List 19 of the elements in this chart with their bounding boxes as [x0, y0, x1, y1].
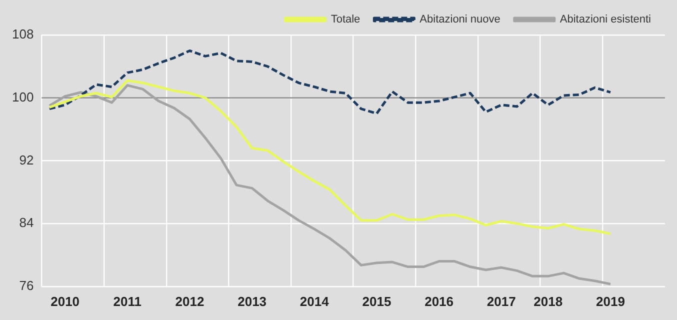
x-tick-label: 2018	[534, 294, 563, 309]
y-tick-label: 92	[19, 152, 34, 168]
x-tick-label: 2011	[113, 294, 142, 309]
x-tick-label: 2013	[238, 294, 267, 309]
legend-label: Abitazioni esistenti	[560, 14, 652, 26]
y-tick-label: 108	[12, 26, 34, 42]
y-tick-label: 100	[12, 89, 34, 104]
line-series	[48, 49, 612, 115]
x-tick-label: 2019	[596, 294, 625, 309]
y-tick-label: 84	[19, 215, 34, 230]
y-tick-label: 76	[19, 278, 34, 293]
x-tick-label: 2014	[300, 294, 330, 309]
x-tick-label: 2017	[486, 294, 516, 309]
x-tick-label: 2010	[50, 294, 80, 309]
x-tick-label: 2015	[362, 294, 392, 309]
x-tick-label: 2012	[175, 294, 204, 309]
legend-label: Abitazioni nuove	[420, 14, 500, 26]
legend-label: Totale	[330, 14, 360, 26]
x-tick-label: 2016	[424, 294, 454, 309]
